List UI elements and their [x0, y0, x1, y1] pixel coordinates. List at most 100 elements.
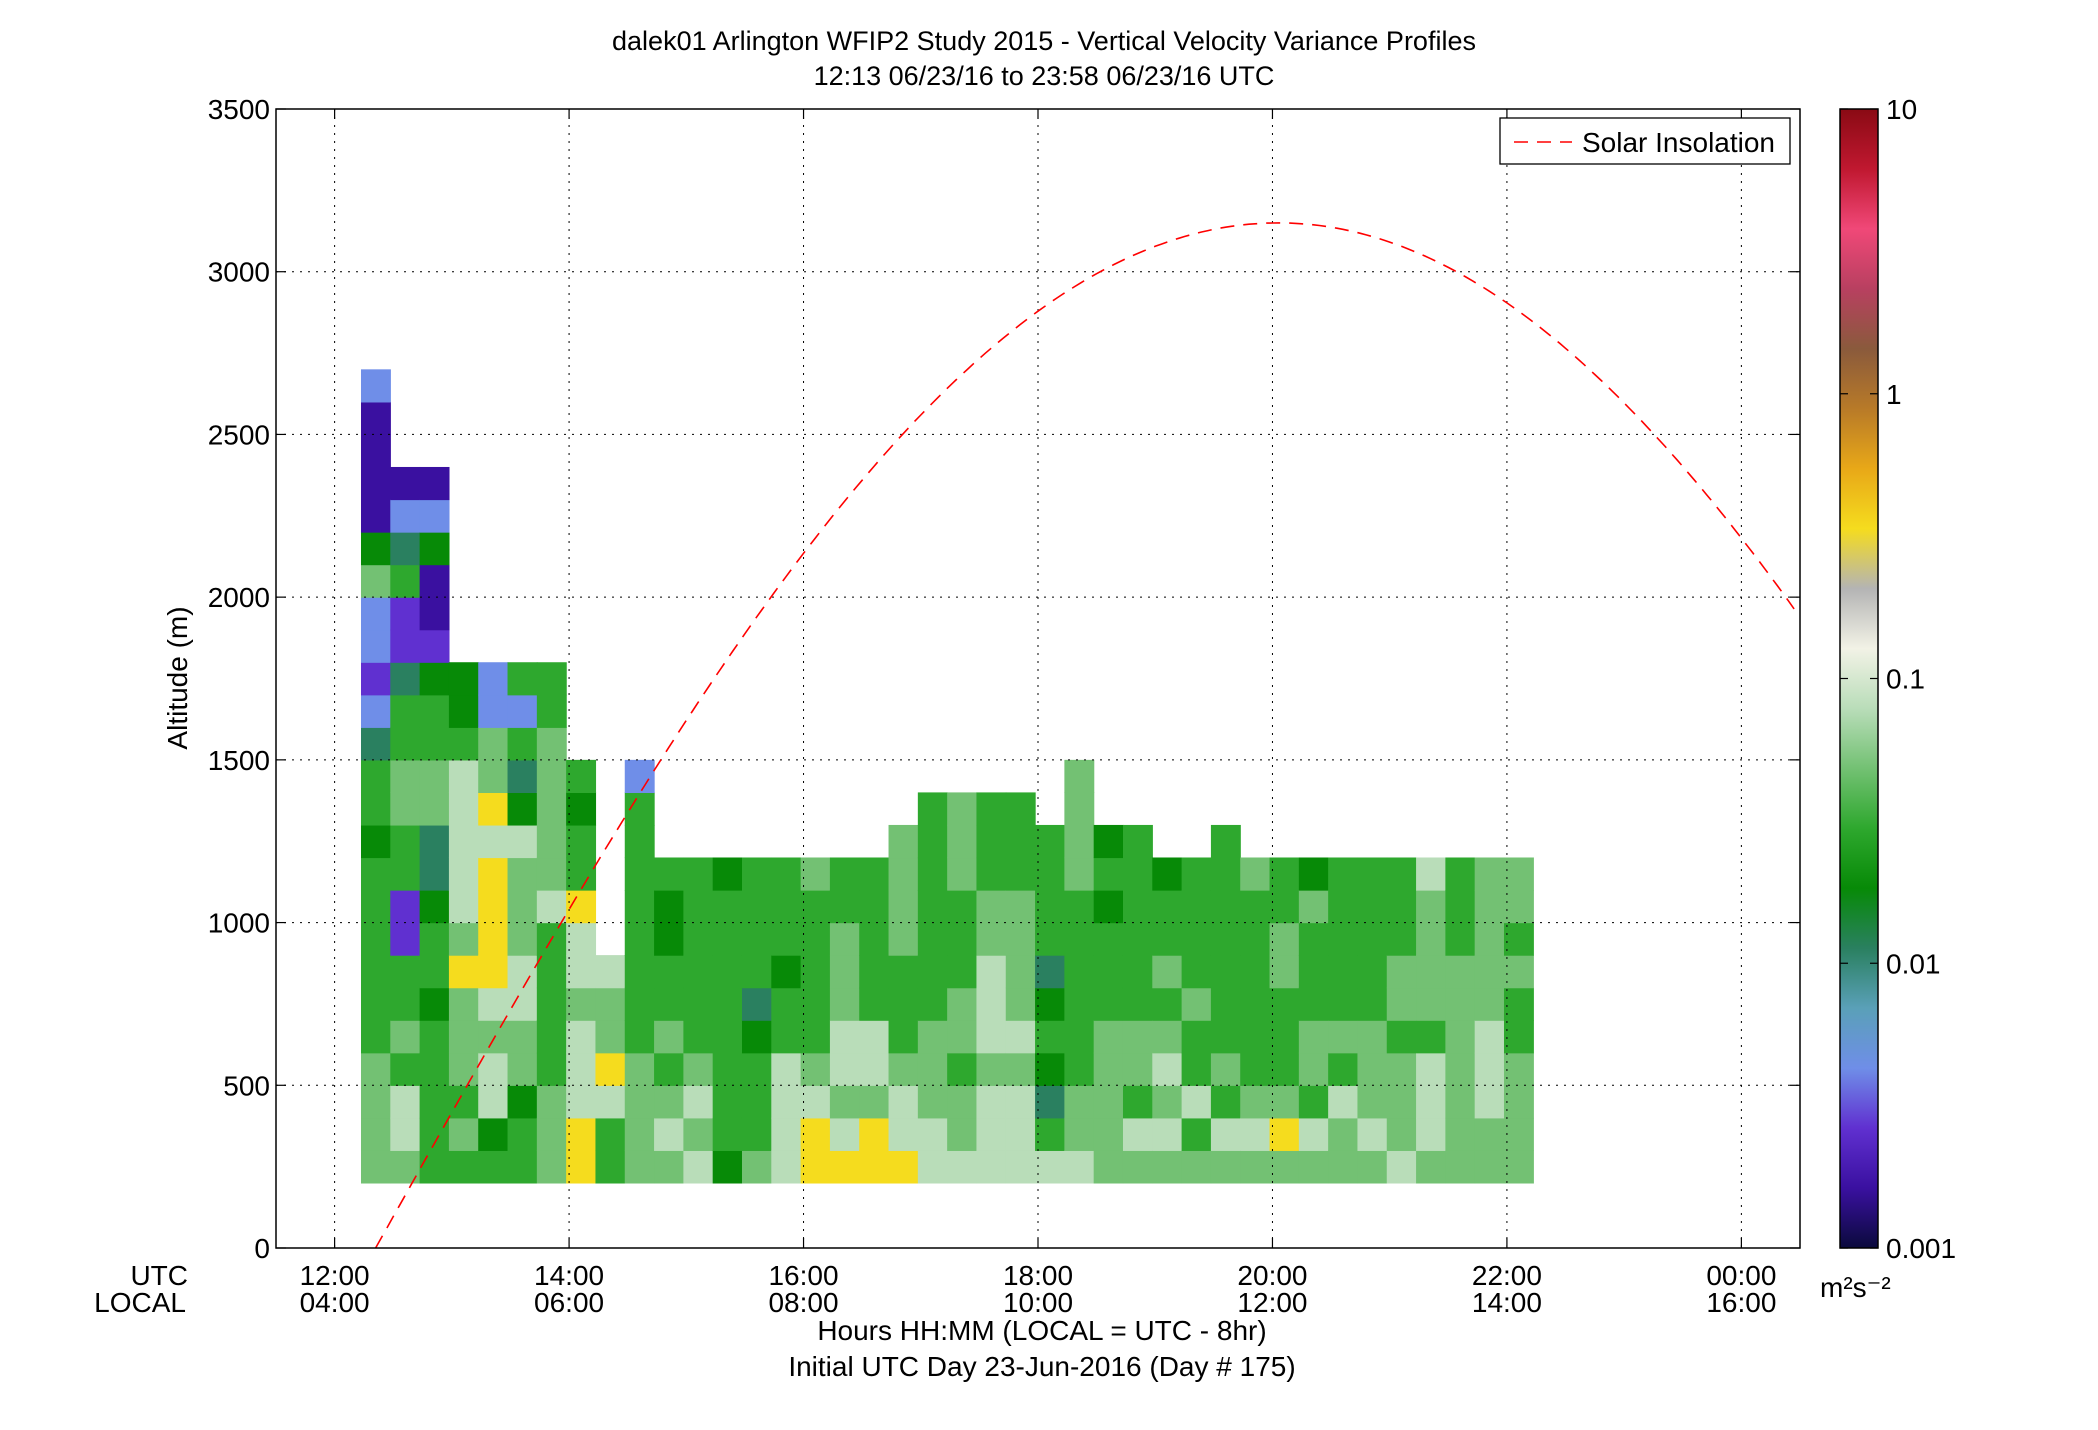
heatmap-cell — [1152, 890, 1183, 924]
heatmap-cell — [390, 759, 421, 793]
heatmap-cell — [595, 1085, 626, 1119]
heatmap-cell — [360, 564, 391, 598]
heatmap-cell — [1093, 1117, 1124, 1151]
heatmap-cell — [1064, 1020, 1095, 1054]
heatmap-cell — [829, 1117, 860, 1151]
heatmap-cell — [507, 824, 538, 859]
y-tick-label: 1500 — [208, 745, 270, 776]
x-tick-label-utc: 20:00 — [1237, 1260, 1307, 1291]
heatmap-cell — [536, 1020, 567, 1054]
heatmap-cell — [1474, 1052, 1505, 1086]
heatmap-cell — [566, 857, 597, 891]
heatmap-cell — [419, 824, 450, 859]
heatmap-cell — [536, 890, 567, 924]
heatmap-cell — [1357, 922, 1388, 956]
heatmap-cell — [1503, 922, 1534, 956]
heatmap-cell — [1035, 1052, 1065, 1086]
heatmap-cell — [1328, 1117, 1359, 1151]
heatmap-cell — [1122, 1085, 1153, 1119]
heatmap-cell — [1357, 955, 1388, 989]
heatmap-cell — [1035, 857, 1065, 891]
heatmap-cell — [1210, 890, 1241, 924]
heatmap-cell — [741, 890, 772, 924]
heatmap-cell — [1152, 955, 1183, 989]
heatmap-cell — [1445, 1085, 1476, 1119]
heatmap-cell — [829, 955, 860, 989]
heatmap-cell — [1328, 1085, 1359, 1119]
heatmap-cell — [360, 1052, 391, 1086]
heatmap-cell — [419, 890, 450, 924]
heatmap-cell — [507, 662, 538, 696]
heatmap-cell — [478, 1085, 509, 1119]
colorbar-tick-label: 0.01 — [1886, 948, 1941, 979]
heatmap-cell — [1064, 987, 1095, 1021]
heatmap-cell — [1416, 890, 1446, 924]
heatmap-cell — [976, 1052, 1007, 1086]
heatmap-cell — [1005, 824, 1036, 859]
heatmap-cell — [419, 792, 450, 826]
heatmap-cell — [478, 694, 509, 728]
x-tick-label-utc: 18:00 — [1003, 1260, 1073, 1291]
heatmap-cell — [390, 857, 421, 891]
heatmap-cell — [1064, 955, 1095, 989]
heatmap-cell — [1093, 824, 1124, 859]
heatmap-cell — [448, 1150, 479, 1184]
heatmap-cell — [1269, 1020, 1300, 1054]
heatmap-cell — [1386, 1020, 1417, 1054]
utc-row-label: UTC — [130, 1260, 188, 1291]
heatmap-cell — [800, 857, 831, 891]
heatmap-cell — [419, 532, 450, 566]
heatmap-cell — [976, 922, 1007, 956]
heatmap-cell — [536, 1085, 567, 1119]
colorbar-tick-label: 0.001 — [1886, 1233, 1956, 1264]
heatmap-cell — [1357, 890, 1388, 924]
heatmap-cell — [419, 597, 450, 631]
heatmap-cell — [1503, 1020, 1534, 1054]
heatmap-cell — [917, 792, 948, 826]
heatmap-cell — [683, 857, 714, 891]
heatmap-cell — [1503, 955, 1534, 989]
heatmap-cell — [360, 694, 391, 728]
heatmap-cell — [741, 987, 772, 1021]
heatmap-cell — [1181, 922, 1212, 956]
heatmap-cell — [1269, 890, 1300, 924]
heatmap-cell — [859, 987, 890, 1021]
heatmap-cell — [419, 727, 450, 761]
heatmap-cell — [1035, 955, 1065, 989]
heatmap-cell — [624, 1085, 655, 1119]
heatmap-cell — [917, 1020, 948, 1054]
x-tick-label-utc: 22:00 — [1472, 1260, 1542, 1291]
heatmap-cell — [741, 1117, 772, 1151]
heatmap-cell — [1122, 1150, 1153, 1184]
x-tick-label-local: 10:00 — [1003, 1287, 1073, 1318]
chart-subtitle: 12:13 06/23/16 to 23:58 06/23/16 UTC — [814, 61, 1275, 91]
heatmap-cell — [1357, 987, 1388, 1021]
heatmap-cell — [566, 955, 597, 989]
heatmap-cell — [448, 857, 479, 891]
heatmap-cell — [888, 987, 919, 1021]
heatmap-cell — [1093, 922, 1124, 956]
colorbar-unit: m²s⁻² — [1820, 1272, 1891, 1303]
heatmap-cell — [947, 1052, 978, 1086]
heatmap-cell — [771, 987, 802, 1021]
heatmap-cell — [1503, 1052, 1534, 1086]
heatmap-cell — [1416, 1085, 1446, 1119]
heatmap-cell — [507, 1150, 538, 1184]
heatmap-cell — [478, 1117, 509, 1151]
heatmap-cell — [800, 1150, 831, 1184]
heatmap-cell — [478, 792, 509, 826]
heatmap-cell — [947, 1020, 978, 1054]
legend-label-solar: Solar Insolation — [1582, 127, 1775, 158]
heatmap-cell — [771, 857, 802, 891]
heatmap-cell — [917, 857, 948, 891]
heatmap-cell — [1357, 1117, 1388, 1151]
heatmap-cell — [976, 824, 1007, 859]
heatmap-cell — [448, 792, 479, 826]
heatmap-cell — [507, 890, 538, 924]
heatmap-cell — [1416, 955, 1446, 989]
heatmap-cell — [390, 694, 421, 728]
heatmap-cell — [1122, 1117, 1153, 1151]
heatmap-cell — [888, 824, 919, 859]
heatmap-cell — [917, 955, 948, 989]
heatmap-cell — [1210, 1020, 1241, 1054]
